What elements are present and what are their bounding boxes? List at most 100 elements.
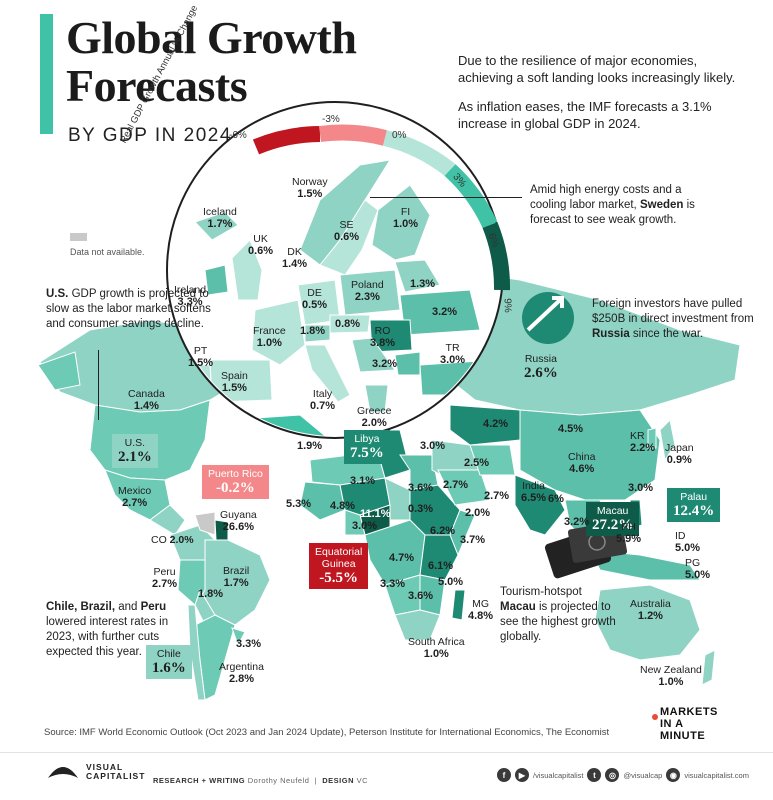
brand[interactable]: VISUAL CAPITALIST bbox=[46, 762, 145, 782]
baltic-value: 1.3% bbox=[410, 278, 436, 290]
design-label: DESIGN bbox=[322, 776, 354, 785]
macau-name: Macau bbox=[596, 505, 629, 517]
kr-value: 2.2% bbox=[630, 442, 656, 454]
footer bbox=[0, 752, 773, 800]
sweden-leader-line bbox=[370, 197, 522, 198]
peru-name: Peru bbox=[153, 566, 176, 578]
co-name: CO bbox=[151, 534, 167, 546]
iceland-name: Iceland bbox=[203, 206, 237, 218]
credits: RESEARCH + WRITING Dorothy Neufeld | DES… bbox=[153, 776, 369, 785]
label-mexico: Mexico 2.7% bbox=[118, 485, 151, 509]
label-dk: DK 1.4% bbox=[282, 246, 307, 270]
youtube-handle[interactable]: /visualcapitalist bbox=[533, 770, 584, 780]
mongolia-china-shape bbox=[519, 409, 661, 501]
us-name: U.S. bbox=[124, 437, 146, 449]
maghreb-value: 3.1% bbox=[350, 475, 376, 487]
bg-value: 3.2% bbox=[372, 358, 398, 370]
label-tanzania: 6.1% bbox=[428, 560, 453, 572]
ro-name: RO bbox=[374, 325, 391, 337]
label-zimbabwe: 3.6% bbox=[408, 590, 433, 602]
youtube-icon[interactable]: ▶ bbox=[515, 768, 529, 782]
puerto-rico-value: -0.2% bbox=[216, 480, 255, 496]
ua-region-value: 3.2% bbox=[432, 306, 458, 318]
intro-paragraph-2: As inflation eases, the IMF forecasts a … bbox=[458, 99, 712, 131]
south-africa-shape bbox=[394, 609, 441, 641]
label-iran: 2.5% bbox=[464, 457, 489, 469]
latam-note-mid: and bbox=[115, 601, 141, 613]
canada-name: Canada bbox=[128, 388, 165, 400]
label-kazakh: 4.2% bbox=[483, 418, 508, 430]
ph-value: 5.9% bbox=[616, 533, 642, 545]
venezuela-shape bbox=[194, 511, 216, 536]
label-uruguay: 3.3% bbox=[236, 638, 261, 650]
tr-value: 3.0% bbox=[440, 354, 466, 366]
label-oman: 2.7% bbox=[484, 490, 509, 502]
kazakh-value: 4.2% bbox=[483, 418, 509, 430]
russia-value: 2.6% bbox=[524, 365, 558, 381]
canada-value: 1.4% bbox=[133, 400, 159, 412]
mexico-name: Mexico bbox=[118, 485, 152, 497]
argentina-name: Argentina bbox=[219, 661, 264, 673]
label-ireland: Ireland 3.3% bbox=[174, 284, 206, 308]
india-shape bbox=[514, 474, 566, 536]
france-zoom-shape bbox=[251, 299, 306, 366]
scale-tick-neg3: -3% bbox=[322, 114, 340, 125]
website-icon[interactable]: ◉ bbox=[666, 768, 681, 782]
bolivia-value: 1.8% bbox=[198, 588, 224, 600]
niger-value: 11.1% bbox=[360, 508, 391, 520]
pg-name: PG bbox=[685, 557, 701, 569]
scale-tick-neg6: -6% bbox=[229, 130, 247, 141]
tanzania-shape bbox=[419, 534, 459, 581]
pakistan-value: 2.0% bbox=[465, 507, 491, 519]
mideast-value: 3.0% bbox=[420, 440, 446, 452]
palau-box: Palau 12.4% bbox=[667, 488, 721, 522]
instagram-handle[interactable]: @visualcap bbox=[623, 770, 663, 780]
facebook-icon[interactable]: f bbox=[497, 768, 511, 782]
palau-value: 12.4% bbox=[673, 503, 715, 519]
chile-value: 1.6% bbox=[152, 660, 186, 676]
id-name: ID bbox=[675, 530, 686, 542]
page-title: Global Growth Forecasts bbox=[66, 12, 357, 111]
puerto-rico-name: Puerto Rico bbox=[208, 468, 263, 480]
brand-text: VISUAL CAPITALIST bbox=[86, 763, 145, 781]
iceland-value: 1.7% bbox=[207, 218, 233, 230]
south-africa-name: South Africa bbox=[408, 636, 465, 648]
credits-name: Dorothy Neufeld bbox=[247, 776, 310, 785]
brand-bottom: CAPITALIST bbox=[86, 771, 146, 781]
brazil-value: 1.7% bbox=[223, 577, 249, 589]
libya-name: Libya bbox=[354, 433, 380, 445]
label-new-zealand: New Zealand 1.0% bbox=[640, 664, 702, 688]
label-bangladesh: 6% bbox=[548, 493, 564, 505]
indonesia-shape bbox=[589, 549, 701, 581]
palau-name: Palau bbox=[680, 491, 708, 503]
label-brazil: Brazil 1.7% bbox=[223, 565, 249, 589]
mexico-value: 2.7% bbox=[122, 497, 148, 509]
label-guyana: Guyana 26.6% bbox=[220, 509, 257, 533]
ph-name: PH bbox=[621, 521, 636, 533]
instagram-icon[interactable]: ◎ bbox=[605, 768, 620, 782]
label-china: China 4.6% bbox=[568, 451, 595, 475]
russia-note-post: since the war. bbox=[629, 328, 704, 340]
label-peru: Peru 2.7% bbox=[152, 566, 177, 590]
website-link[interactable]: visualcapitalist.com bbox=[684, 770, 749, 780]
uk-value: 0.6% bbox=[248, 245, 274, 257]
ireland-zoom-shape bbox=[204, 264, 229, 296]
russia-note-pre: Foreign investors have pulled $250B in d… bbox=[592, 298, 754, 325]
iceland-zoom-shape bbox=[194, 211, 239, 241]
brazil-name: Brazil bbox=[223, 565, 250, 577]
ireland-value: 3.3% bbox=[177, 296, 203, 308]
label-de: DE 0.5% bbox=[302, 287, 327, 311]
latam-note: Chile, Brazil, and Peru lowered interest… bbox=[46, 600, 196, 660]
mim-dot-icon bbox=[652, 714, 658, 720]
twitter-icon[interactable]: t bbox=[587, 768, 602, 782]
label-se: SE 0.6% bbox=[334, 219, 359, 243]
equatorial-guinea-value: -5.5% bbox=[319, 570, 359, 586]
markets-in-a-minute-logo: MARKETS IN A MINUTE bbox=[652, 706, 718, 742]
co-value: 2.0% bbox=[169, 534, 194, 546]
guyana-name: Guyana bbox=[220, 509, 257, 521]
chile-name: Chile bbox=[156, 648, 181, 660]
arrow-globe-icon bbox=[522, 292, 574, 344]
us-value: 2.1% bbox=[118, 449, 152, 465]
label-saudi: 2.7% bbox=[443, 479, 468, 491]
saudi-shape bbox=[437, 469, 491, 506]
